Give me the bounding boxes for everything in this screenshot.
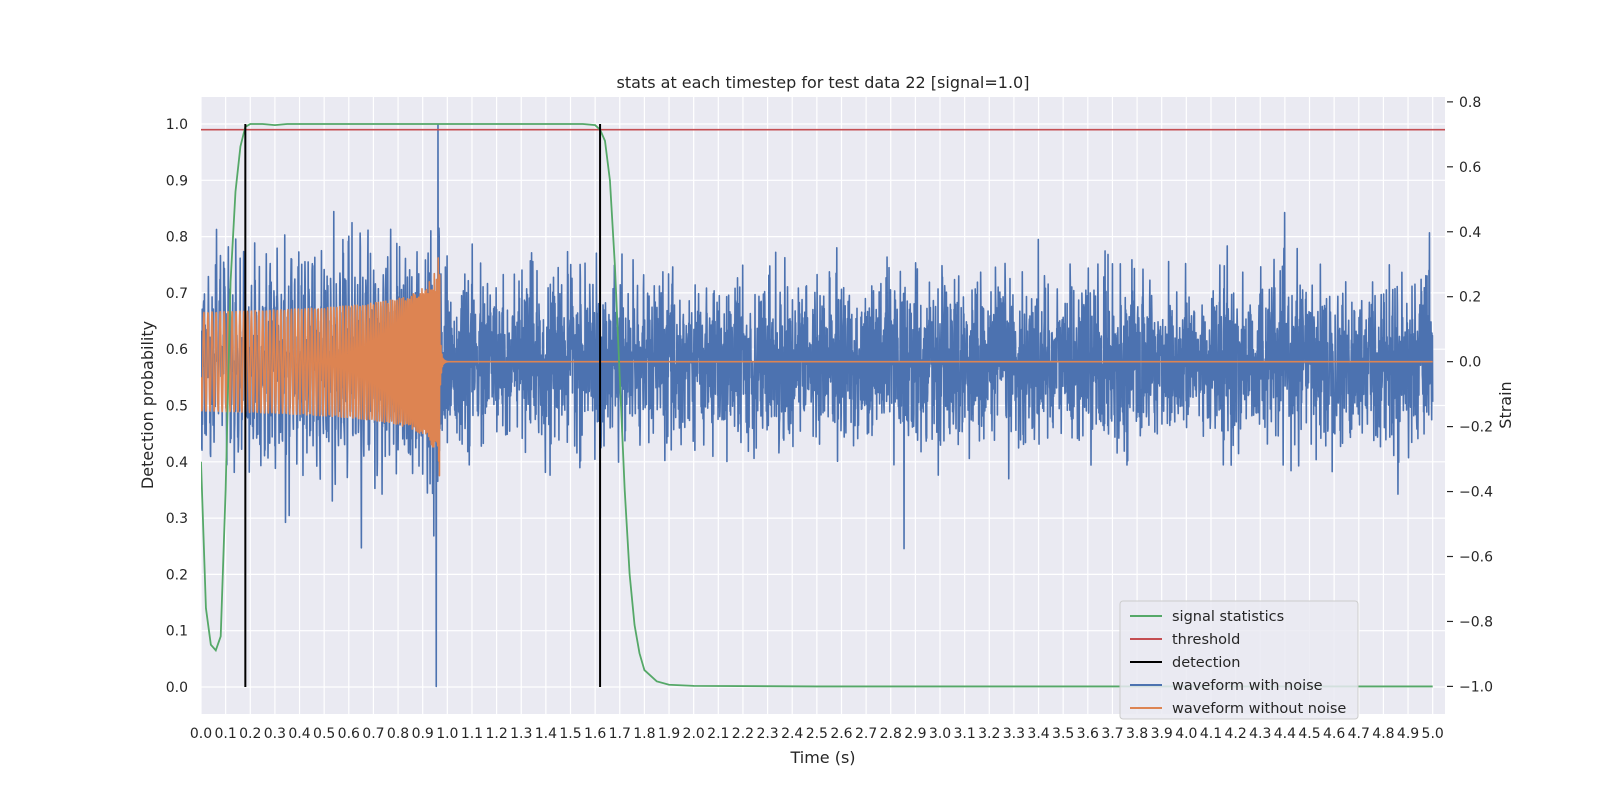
y-tick-label: 0.3	[166, 511, 188, 527]
x-tick-label: 4.2	[1224, 726, 1246, 742]
x-tick-label: 1.4	[535, 726, 557, 742]
x-tick-label: 2.0	[683, 726, 705, 742]
x-tick-label: 5.0	[1422, 726, 1444, 742]
legend-label-waveform-without-noise: waveform without noise	[1172, 701, 1346, 717]
x-tick-label: 4.4	[1274, 726, 1296, 742]
x-tick-label: 1.2	[485, 726, 507, 742]
legend-box	[1119, 600, 1359, 720]
waveform-without-noise-line	[201, 257, 1434, 477]
legend-label-waveform-with-noise: waveform with noise	[1172, 678, 1323, 694]
x-tick-label: 0.2	[239, 726, 261, 742]
y2-tick-label: 0.4	[1459, 225, 1481, 241]
x-tick-label: 2.8	[880, 726, 902, 742]
x-tick-label: 1.0	[436, 726, 458, 742]
y-tick-label: 1.0	[166, 117, 188, 133]
y2-tick-label: −0.8	[1459, 614, 1493, 630]
x-tick-label: 1.9	[658, 726, 680, 742]
y2-tick-label: −1.0	[1459, 679, 1493, 695]
chart-title: stats at each timestep for test data 22 …	[617, 73, 1030, 92]
x-tick-label: 2.6	[830, 726, 852, 742]
x-tick-label: 1.8	[633, 726, 655, 742]
x-tick-label: 2.1	[707, 726, 729, 742]
y-tick-label: 0.1	[166, 624, 188, 640]
x-tick-label: 3.6	[1077, 726, 1099, 742]
x-tick-label: 4.7	[1348, 726, 1370, 742]
x-tick-label: 1.1	[461, 726, 483, 742]
y-tick-label: 0.4	[166, 455, 188, 471]
x-axis-ticks: 0.0 0.1 0.2 0.3 0.4 0.5 0.6 0.7 0.8 0.9 1.0 1.1 1.2 1…	[190, 726, 1444, 742]
y-axis-ticks: 0.0 0.1 0.2 0.3 0.4 0.5 0.6 0.7 0.8 0.9 1.0	[166, 117, 188, 696]
x-tick-label: 0.3	[264, 726, 286, 742]
y2-tick-label: 0.0	[1459, 355, 1481, 371]
x-tick-label: 4.1	[1200, 726, 1222, 742]
x-tick-label: 4.5	[1298, 726, 1320, 742]
x-tick-label: 0.6	[338, 726, 360, 742]
x-tick-label: 2.5	[806, 726, 828, 742]
x-tick-label: 3.8	[1126, 726, 1148, 742]
legend-label-threshold: threshold	[1172, 632, 1240, 648]
x-axis-label: Time (s)	[789, 748, 855, 767]
x-tick-label: 0.0	[190, 726, 212, 742]
y-tick-label: 0.6	[166, 342, 188, 358]
x-tick-label: 3.0	[929, 726, 951, 742]
plot-series	[201, 123, 1445, 688]
x-tick-label: 0.7	[362, 726, 384, 742]
x-tick-label: 2.4	[781, 726, 803, 742]
x-tick-label: 4.8	[1372, 726, 1394, 742]
y2-axis-label: Strain	[1496, 381, 1515, 428]
x-tick-label: 3.3	[1003, 726, 1025, 742]
x-tick-label: 3.4	[1027, 726, 1049, 742]
x-tick-label: 1.7	[609, 726, 631, 742]
x-tick-label: 3.9	[1151, 726, 1173, 742]
x-tick-label: 0.4	[288, 726, 310, 742]
legend: signal statistics threshold detection wa…	[1119, 600, 1359, 720]
y2-tick-label: −0.2	[1459, 420, 1493, 436]
x-tick-label: 0.9	[412, 726, 434, 742]
x-tick-label: 0.1	[215, 726, 237, 742]
x-tick-label: 3.1	[954, 726, 976, 742]
x-tick-label: 3.7	[1101, 726, 1123, 742]
y2-tick-label: −0.4	[1459, 485, 1493, 501]
y-axis-label: Detection probability	[138, 321, 157, 489]
y2-tick-label: 0.2	[1459, 290, 1481, 306]
y-tick-label: 0.7	[166, 286, 188, 302]
x-tick-label: 4.0	[1175, 726, 1197, 742]
y-tick-label: 0.0	[166, 680, 188, 696]
x-tick-label: 1.5	[559, 726, 581, 742]
signal-statistics-line	[201, 123, 1433, 688]
x-tick-label: 2.7	[855, 726, 877, 742]
x-tick-label: 3.5	[1052, 726, 1074, 742]
x-tick-label: 2.3	[756, 726, 778, 742]
x-tick-label: 2.9	[904, 726, 926, 742]
x-tick-label: 0.5	[313, 726, 335, 742]
x-tick-label: 4.9	[1397, 726, 1419, 742]
y2-axis-ticks: −1.0 −0.8 −0.6 −0.4 −0.2 0.0 0.2 0.4 0.6 0.8	[1447, 95, 1493, 695]
legend-label-signal-statistics: signal statistics	[1172, 609, 1284, 625]
x-tick-label: 1.3	[510, 726, 532, 742]
y-tick-label: 0.9	[166, 173, 188, 189]
y-tick-label: 0.5	[166, 399, 188, 415]
y2-tick-label: −0.6	[1459, 550, 1493, 566]
y2-tick-label: 0.8	[1459, 95, 1481, 111]
y-tick-label: 0.8	[166, 230, 188, 246]
x-tick-label: 3.2	[978, 726, 1000, 742]
x-tick-label: 0.8	[387, 726, 409, 742]
x-tick-label: 4.3	[1249, 726, 1271, 742]
x-tick-label: 4.6	[1323, 726, 1345, 742]
detection-lines	[244, 124, 602, 687]
legend-label-detection: detection	[1172, 655, 1240, 671]
y2-tick-label: 0.6	[1459, 160, 1481, 176]
x-tick-label: 1.6	[584, 726, 606, 742]
y-tick-label: 0.2	[166, 567, 188, 583]
x-tick-label: 2.2	[732, 726, 754, 742]
